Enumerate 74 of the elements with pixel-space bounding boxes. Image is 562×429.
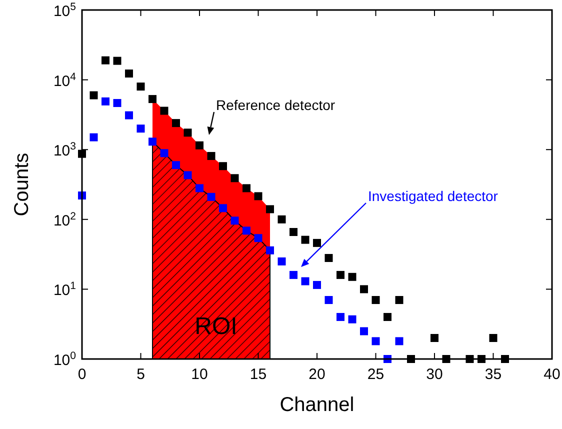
x-tick-label: 25	[367, 366, 384, 383]
point	[254, 192, 262, 200]
point	[313, 280, 321, 289]
x-tick-label: 30	[426, 366, 443, 383]
y-tick-label: 10$^{1}$	[53, 280, 76, 300]
point	[136, 82, 145, 91]
point	[160, 149, 168, 158]
point	[430, 334, 438, 342]
point	[102, 56, 110, 64]
point	[207, 152, 216, 160]
x-tick-label: 5	[136, 366, 145, 383]
point	[242, 184, 250, 192]
point	[290, 270, 298, 279]
point	[348, 272, 356, 281]
point	[301, 277, 310, 286]
point	[90, 91, 98, 100]
point	[219, 204, 227, 212]
y-axis-title: Counts	[11, 152, 33, 216]
point	[384, 312, 392, 321]
point	[184, 128, 192, 137]
y-tick-label: 10$^{5}$	[53, 1, 76, 20]
point	[254, 234, 262, 242]
point	[230, 216, 239, 225]
point	[489, 334, 498, 342]
x-axis-title: Channel	[280, 394, 354, 416]
point	[160, 106, 168, 115]
point	[360, 285, 368, 294]
point	[278, 257, 286, 266]
point	[266, 205, 274, 214]
point	[395, 337, 404, 346]
x-tick-label: 20	[308, 366, 326, 383]
point	[172, 119, 180, 128]
point	[278, 215, 286, 224]
y-tick-label: 10$^{0}$	[53, 350, 76, 369]
y-tick-label: 10$^{4}$	[53, 70, 76, 90]
point	[324, 254, 333, 262]
point	[125, 70, 133, 78]
x-tick-label: 35	[484, 366, 502, 383]
point	[395, 296, 404, 304]
annotation: Investigated detector	[368, 188, 498, 204]
point	[219, 162, 227, 170]
point	[102, 97, 110, 106]
x-tick-label: 40	[544, 366, 560, 383]
point	[348, 315, 356, 324]
point	[136, 124, 145, 133]
point	[313, 238, 321, 247]
point	[196, 184, 204, 192]
point	[372, 337, 380, 346]
point	[184, 171, 192, 180]
point	[266, 246, 274, 254]
point	[290, 228, 298, 236]
x-tick-label: 10	[191, 366, 208, 383]
point	[113, 56, 122, 65]
y-tick-label: 10$^{2}$	[53, 210, 76, 230]
point	[242, 226, 250, 235]
point	[324, 296, 333, 304]
y-tick-label: 10$^{3}$	[53, 140, 76, 160]
point	[372, 296, 380, 304]
point	[172, 161, 180, 170]
point	[301, 236, 310, 244]
point	[336, 312, 344, 321]
x-tick-label: 15	[250, 366, 267, 383]
x-tick-label: 0	[78, 366, 86, 383]
point	[230, 174, 239, 182]
point	[125, 111, 133, 120]
point	[113, 99, 122, 108]
point	[207, 192, 216, 201]
point	[360, 327, 368, 336]
point	[148, 138, 156, 146]
point	[90, 133, 98, 142]
annotation: Reference detector	[216, 97, 336, 113]
point	[148, 95, 156, 104]
point	[336, 270, 344, 279]
point	[196, 141, 204, 150]
